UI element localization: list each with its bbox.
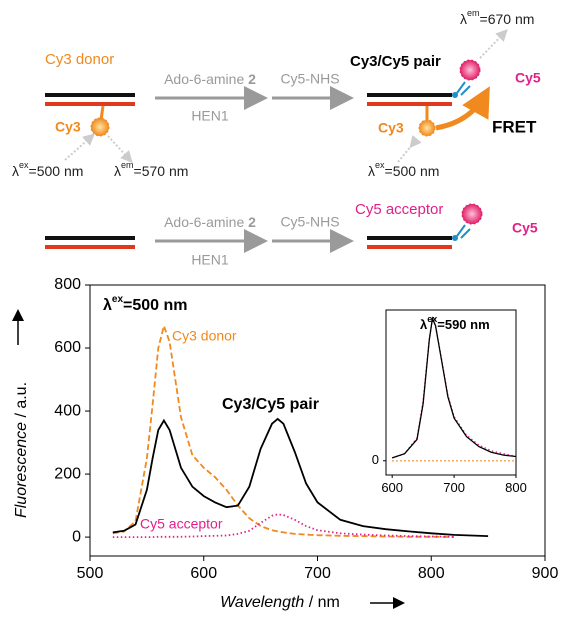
scheme-row-1: Cy3 donor Cy3 λex=500 nm λem=570 nm Ado-… bbox=[12, 8, 541, 178]
scheme-row-2: Ado-6-amine 2 HEN1 Cy5-NHS Cy5 acceptor … bbox=[45, 201, 538, 268]
dye bbox=[461, 203, 483, 225]
label: Cy5 acceptor bbox=[355, 201, 443, 218]
series-label: Cy5 acceptor bbox=[140, 516, 223, 532]
label: Cy3 donor bbox=[45, 51, 114, 68]
x-axis-label: Wavelength / nm bbox=[220, 594, 340, 611]
y-tick-label: 400 bbox=[54, 402, 81, 419]
linker bbox=[452, 92, 458, 98]
plot-frame bbox=[385, 309, 517, 476]
x-tick-label: 700 bbox=[443, 480, 465, 495]
linker bbox=[456, 81, 471, 96]
wavelength: λex=500 nm bbox=[12, 160, 83, 178]
x-tick-label: 800 bbox=[418, 565, 445, 582]
x-tick-label: 800 bbox=[505, 480, 527, 495]
series-label: Cy3/Cy5 pair bbox=[222, 396, 319, 413]
wavelength: λem=670 nm bbox=[460, 8, 534, 26]
arrow bbox=[479, 29, 508, 59]
dye-label: Cy5 bbox=[512, 220, 538, 236]
dye-label: Cy3 bbox=[378, 120, 404, 136]
arrow bbox=[397, 135, 422, 163]
y-tick-label: 600 bbox=[54, 339, 81, 356]
wavelength: λex=500 nm bbox=[368, 160, 439, 178]
series-line bbox=[391, 318, 517, 459]
enzyme: HEN1 bbox=[191, 108, 229, 124]
reagent: Ado-6-amine 2 bbox=[164, 71, 256, 87]
label: Cy3/Cy5 pair bbox=[350, 53, 441, 70]
x-tick-label: 900 bbox=[532, 565, 559, 582]
y-axis-label: Fluorescence / a.u. bbox=[13, 382, 30, 518]
x-tick-label: 600 bbox=[381, 480, 403, 495]
dye-label: Cy3 bbox=[55, 119, 81, 135]
fret-arrow bbox=[435, 86, 490, 131]
enzyme: HEN1 bbox=[191, 252, 229, 268]
wavelength: λem=570 nm bbox=[114, 160, 188, 178]
y-tick-label: 0 bbox=[372, 452, 379, 467]
series-line bbox=[112, 417, 489, 537]
reagent: Ado-6-amine 2 bbox=[164, 214, 256, 230]
linker bbox=[456, 224, 471, 239]
chart-title: λex=500 nm bbox=[103, 294, 188, 315]
dye bbox=[418, 119, 436, 137]
series-label: Cy3 donor bbox=[172, 328, 237, 344]
arrow bbox=[64, 133, 95, 161]
dye bbox=[90, 117, 110, 137]
dye bbox=[459, 59, 481, 81]
dye-label: Cy5 bbox=[515, 70, 541, 86]
x-tick-label: 600 bbox=[190, 565, 217, 582]
x-tick-label: 500 bbox=[77, 565, 104, 582]
x-tick-label: 700 bbox=[304, 565, 331, 582]
y-tick-label: 800 bbox=[54, 276, 81, 293]
linker bbox=[452, 235, 458, 241]
y-tick-label: 200 bbox=[54, 465, 81, 482]
linker bbox=[99, 105, 105, 121]
series-line bbox=[391, 316, 517, 459]
reagent: Cy5-NHS bbox=[280, 71, 339, 87]
arrow bbox=[107, 135, 133, 163]
reagent: Cy5-NHS bbox=[280, 214, 339, 230]
series-line bbox=[112, 513, 455, 538]
fret-label: FRET bbox=[492, 117, 537, 136]
series-line bbox=[112, 322, 455, 538]
y-tick-label: 0 bbox=[72, 528, 81, 545]
